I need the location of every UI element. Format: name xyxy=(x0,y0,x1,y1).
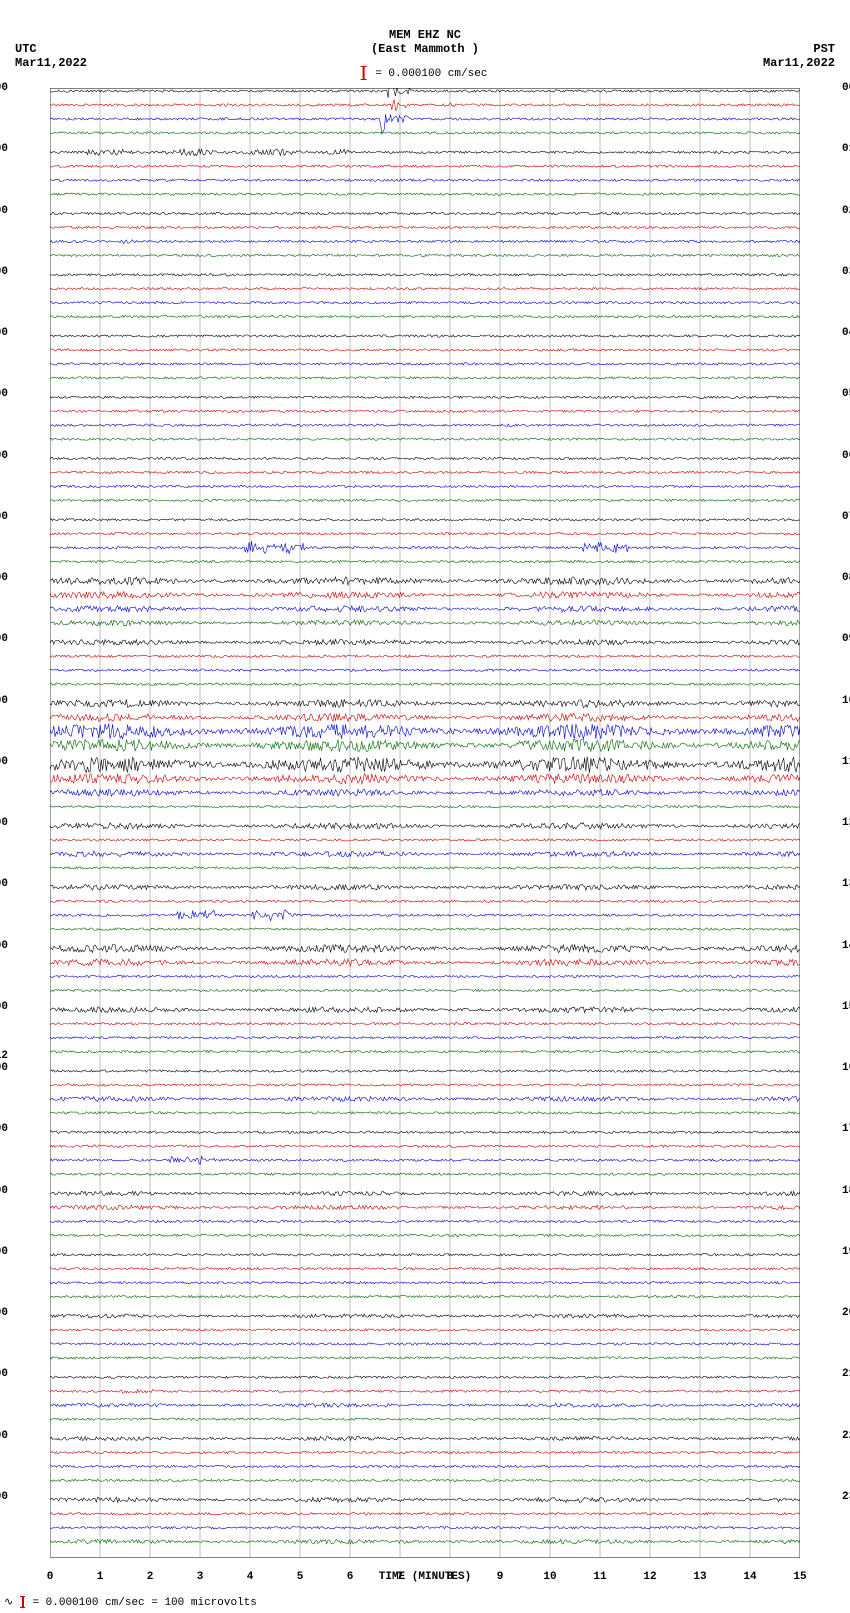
right-hour-label: 13:15 xyxy=(842,878,850,890)
right-hour-label: 22:15 xyxy=(842,1430,850,1442)
left-hour-label: 13:00 xyxy=(0,388,8,400)
left-hour-label: 22:00 xyxy=(0,940,8,952)
station-location: (East Mammoth ) xyxy=(371,42,479,56)
left-hour-label: 21:00 xyxy=(0,878,8,890)
seismogram-container: MEM EHZ NC (East Mammoth ) UTC Mar11,202… xyxy=(0,0,850,1613)
right-hour-label: 14:15 xyxy=(842,940,850,952)
right-hour-label: 08:15 xyxy=(842,572,850,584)
x-tick-label: 13 xyxy=(693,1571,706,1583)
right-hour-label: 15:15 xyxy=(842,1001,850,1013)
right-hour-label: 21:15 xyxy=(842,1368,850,1380)
left-hour-label: 07:00 xyxy=(0,1491,8,1503)
scale-indicator: = 0.000100 cm/sec xyxy=(363,66,488,80)
left-hour-label: 17:00 xyxy=(0,633,8,645)
scale-text: = 0.000100 cm/sec xyxy=(375,68,487,80)
right-hour-label: 11:15 xyxy=(842,756,850,768)
right-hour-label: 17:15 xyxy=(842,1123,850,1135)
right-hour-label: 06:15 xyxy=(842,450,850,462)
right-hour-label: 03:15 xyxy=(842,266,850,278)
left-date-label: Mar11,2022 xyxy=(15,56,87,70)
x-tick-label: 9 xyxy=(497,1571,504,1583)
right-date-label: Mar11,2022 xyxy=(763,56,835,70)
x-tick-label: 1 xyxy=(97,1571,104,1583)
right-hour-label: 00:15 xyxy=(842,82,850,94)
station-code: MEM EHZ NC xyxy=(389,28,461,42)
x-tick-label: 6 xyxy=(347,1571,354,1583)
right-hour-label: 04:15 xyxy=(842,327,850,339)
x-tick-label: 15 xyxy=(793,1571,806,1583)
right-hour-label: 23:15 xyxy=(842,1491,850,1503)
left-hour-label: 12:00 xyxy=(0,327,8,339)
left-hour-label: 20:00 xyxy=(0,817,8,829)
x-axis-label: TIME (MINUTES) xyxy=(379,1571,471,1583)
right-tz-label: PST xyxy=(763,42,835,56)
left-hour-label: 02:00 xyxy=(0,1185,8,1197)
left-hour-label: 18:00 xyxy=(0,695,8,707)
footer-wave-icon: ∿ xyxy=(4,1597,13,1609)
footer-bar-icon xyxy=(22,1596,24,1608)
x-tick-label: 10 xyxy=(543,1571,556,1583)
x-tick-label: 4 xyxy=(247,1571,254,1583)
x-tick-label: 5 xyxy=(297,1571,304,1583)
right-hour-label: 09:15 xyxy=(842,633,850,645)
left-hour-label: 08:00 xyxy=(0,82,8,94)
x-tick-label: 14 xyxy=(743,1571,756,1583)
left-hour-label: 04:00 xyxy=(0,1307,8,1319)
right-hour-label: 20:15 xyxy=(842,1307,850,1319)
x-tick-label: 0 xyxy=(47,1571,54,1583)
left-hour-label: 14:00 xyxy=(0,450,8,462)
right-timezone-block: PST Mar11,2022 xyxy=(763,42,835,70)
right-hour-label: 10:15 xyxy=(842,695,850,707)
x-tick-label: 11 xyxy=(593,1571,606,1583)
right-hour-label: 19:15 xyxy=(842,1246,850,1258)
left-tz-label: UTC xyxy=(15,42,87,56)
left-hour-label: 15:00 xyxy=(0,511,8,523)
right-hour-label: 01:15 xyxy=(842,143,850,155)
scale-bar-icon xyxy=(363,66,365,80)
left-hour-label: 11:00 xyxy=(0,266,8,278)
seismogram-svg xyxy=(50,88,800,1558)
right-hour-label: 07:15 xyxy=(842,511,850,523)
right-hour-label: 18:15 xyxy=(842,1185,850,1197)
x-tick-label: 3 xyxy=(197,1571,204,1583)
left-hour-label: 03:00 xyxy=(0,1246,8,1258)
left-hour-label: 01:00 xyxy=(0,1123,8,1135)
left-hour-label: 19:00 xyxy=(0,756,8,768)
left-hour-label: 05:00 xyxy=(0,1368,8,1380)
left-hour-label: 06:00 xyxy=(0,1430,8,1442)
right-hour-label: 16:15 xyxy=(842,1062,850,1074)
x-tick-label: 2 xyxy=(147,1571,154,1583)
left-hour-label: 16:00 xyxy=(0,572,8,584)
left-hour-label: 00:00 xyxy=(0,1062,8,1074)
right-hour-label: 12:15 xyxy=(842,817,850,829)
left-hour-label: 23:00 xyxy=(0,1001,8,1013)
plot-area xyxy=(50,88,800,1558)
footer-scale: ∿ = 0.000100 cm/sec = 100 microvolts xyxy=(4,1595,257,1609)
left-hour-label: 10:00 xyxy=(0,205,8,217)
footer-text: = 0.000100 cm/sec = 100 microvolts xyxy=(32,1597,256,1609)
x-tick-label: 12 xyxy=(643,1571,656,1583)
right-hour-label: 02:15 xyxy=(842,205,850,217)
right-hour-label: 05:15 xyxy=(842,388,850,400)
left-hour-label: 09:00 xyxy=(0,143,8,155)
left-timezone-block: UTC Mar11,2022 xyxy=(15,42,87,70)
midday-date-label: Mar12 xyxy=(0,1050,8,1062)
